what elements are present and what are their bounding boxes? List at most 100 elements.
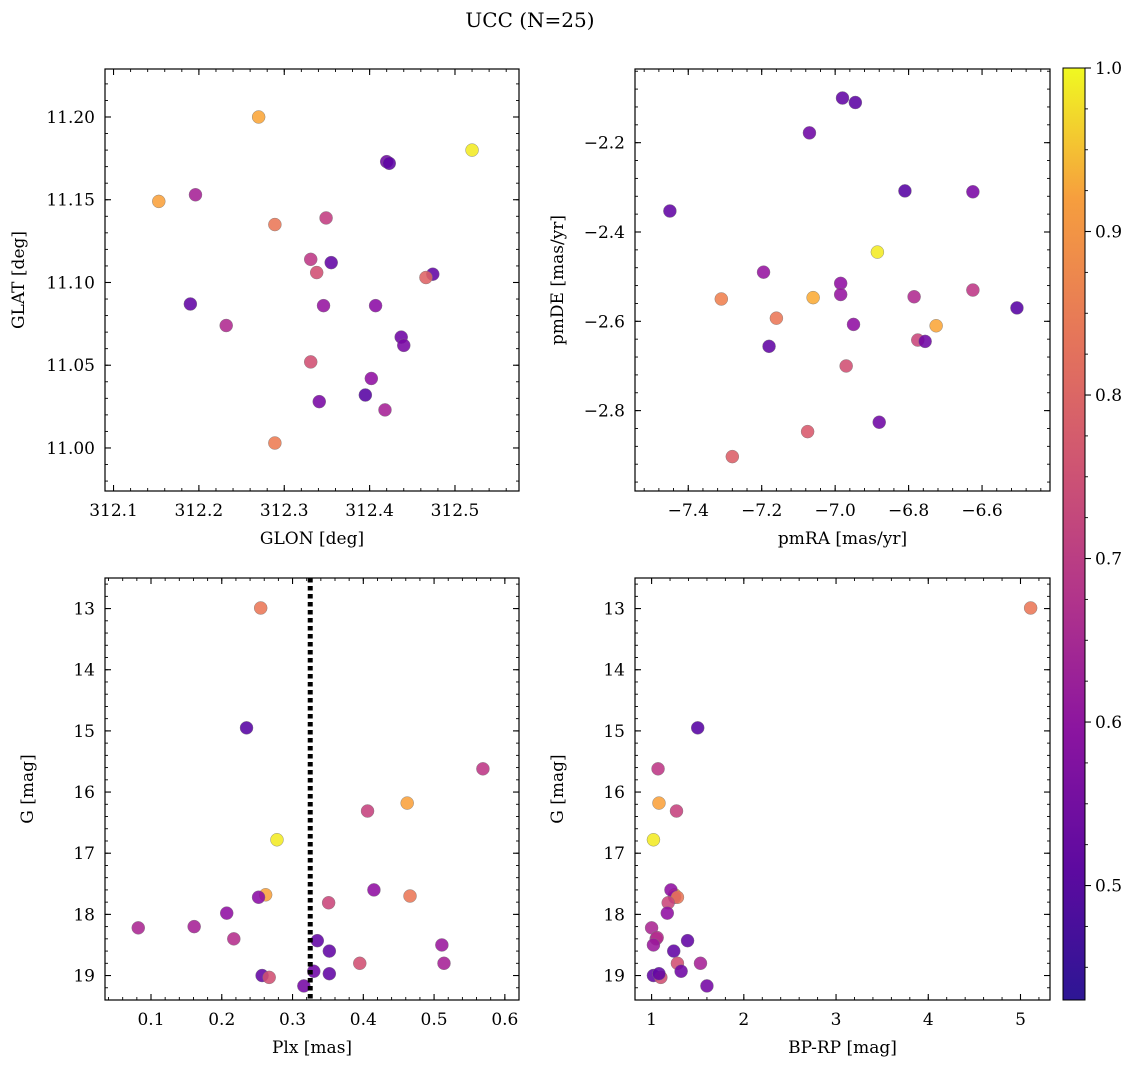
data-point xyxy=(382,156,396,171)
colorbar-gradient xyxy=(1062,67,1086,1001)
data-point xyxy=(693,956,708,971)
y-tick-label: 19 xyxy=(603,967,625,987)
data-point xyxy=(360,804,375,818)
data-point xyxy=(324,255,338,270)
data-point xyxy=(646,833,661,847)
data-point xyxy=(839,359,853,373)
y-tick-label: 13 xyxy=(73,600,95,620)
plot-frame xyxy=(634,68,1051,492)
data-point xyxy=(403,889,417,903)
data-point xyxy=(316,298,331,313)
data-point xyxy=(872,415,886,429)
y-tick-label: 17 xyxy=(603,844,625,864)
data-point xyxy=(251,110,266,124)
plot-frame xyxy=(104,68,520,492)
y-tick-label: 14 xyxy=(73,661,95,681)
y-axis-label: pmDE [mas/yr] xyxy=(548,215,568,345)
data-point xyxy=(966,185,980,199)
x-tick-label: −7.2 xyxy=(741,501,782,521)
data-point xyxy=(870,245,885,259)
x-tick-label: 2 xyxy=(738,1010,749,1030)
data-point xyxy=(769,311,784,325)
panel-magnitude-vs-parallax: 0.1 0.2 0.3 0.4 0.5 0.6 13 14 15 16 17 18 19 Plx [mas… xyxy=(18,577,520,1058)
data-point xyxy=(220,906,234,920)
data-point xyxy=(307,964,321,978)
data-point xyxy=(966,283,980,297)
data-point xyxy=(253,601,268,615)
data-point xyxy=(312,394,326,409)
data-point xyxy=(400,796,414,810)
data-point xyxy=(321,896,336,910)
x-tick-label: 0.5 xyxy=(421,1010,448,1030)
y-tick-label: 19 xyxy=(73,967,95,987)
figure-title: UCC (N=25) xyxy=(465,8,594,32)
data-point xyxy=(268,436,282,450)
data-point xyxy=(667,944,681,958)
x-tick-label: 3 xyxy=(831,1010,842,1030)
data-point xyxy=(700,979,714,993)
data-point xyxy=(319,211,333,225)
x-tick-label: 312.3 xyxy=(260,501,309,521)
y-tick-label: −2.6 xyxy=(584,312,625,332)
data-point xyxy=(663,204,677,218)
data-point xyxy=(848,95,863,110)
y-tick-label: 15 xyxy=(73,722,95,742)
data-point xyxy=(1010,301,1024,315)
x-tick-label: −6.8 xyxy=(888,501,929,521)
y-tick-label: 16 xyxy=(73,783,95,803)
data-point xyxy=(131,921,145,935)
y-tick-label: 11.05 xyxy=(46,356,95,376)
x-tick-label: 312.4 xyxy=(345,501,394,521)
y-tick-label: 14 xyxy=(603,661,625,681)
data-point xyxy=(304,355,318,369)
y-tick-label: 11.10 xyxy=(46,273,95,293)
colorbar-tick-label: 0.8 xyxy=(1095,386,1122,406)
data-point xyxy=(756,265,771,279)
data-point xyxy=(762,339,776,354)
data-point xyxy=(397,338,411,353)
x-tick-label: −7.4 xyxy=(668,501,709,521)
y-tick-label: 18 xyxy=(603,905,625,925)
y-axis-label: G [mag] xyxy=(18,754,38,823)
data-point xyxy=(268,217,282,232)
data-point xyxy=(898,184,912,198)
x-axis-label: pmRA [mas/yr] xyxy=(778,529,907,549)
x-axis-label: GLON [deg] xyxy=(260,529,364,549)
x-tick-label: 5 xyxy=(1015,1010,1026,1030)
data-point xyxy=(437,956,451,971)
data-point xyxy=(800,424,815,439)
data-point xyxy=(358,388,373,402)
data-point xyxy=(646,938,661,952)
data-point xyxy=(714,292,729,306)
data-point xyxy=(652,967,666,981)
x-axis-label: BP-RP [mag] xyxy=(788,1038,897,1058)
colorbar-tick-label: 1.0 xyxy=(1095,59,1122,79)
x-tick-label: 0.3 xyxy=(279,1010,306,1030)
y-tick-label: 17 xyxy=(73,844,95,864)
data-point xyxy=(368,298,383,313)
data-point xyxy=(187,919,201,934)
x-tick-label: 4 xyxy=(923,1010,934,1030)
data-point xyxy=(669,804,684,818)
y-tick-label: 13 xyxy=(603,600,625,620)
data-point xyxy=(251,890,266,904)
y-tick-label: −2.8 xyxy=(584,402,625,422)
colorbar: 0.5 0.6 0.7 0.8 0.9 1.0 xyxy=(1062,59,1122,1001)
data-point xyxy=(378,403,392,417)
y-axis-label: GLAT [deg] xyxy=(9,231,29,329)
data-point xyxy=(476,762,490,776)
data-point xyxy=(651,762,665,776)
x-tick-label: 0.2 xyxy=(208,1010,235,1030)
data-point xyxy=(227,932,241,946)
x-tick-label: 0.4 xyxy=(350,1010,377,1030)
y-tick-label: 15 xyxy=(603,722,625,742)
x-axis-label: Plx [mas] xyxy=(272,1038,352,1058)
data-point xyxy=(907,290,921,304)
data-point xyxy=(725,449,740,464)
x-tick-label: 312.1 xyxy=(89,501,138,521)
panel-proper-motion: −7.4 −7.2 −7.0 −6.8 −6.6 −2.8 −2.6 −2.4 −2.2 pmRA… xyxy=(548,68,1051,549)
y-tick-label: 11.20 xyxy=(46,108,95,128)
x-tick-label: 0.6 xyxy=(491,1010,518,1030)
data-point xyxy=(322,944,337,958)
plot-frame xyxy=(634,577,1051,1001)
